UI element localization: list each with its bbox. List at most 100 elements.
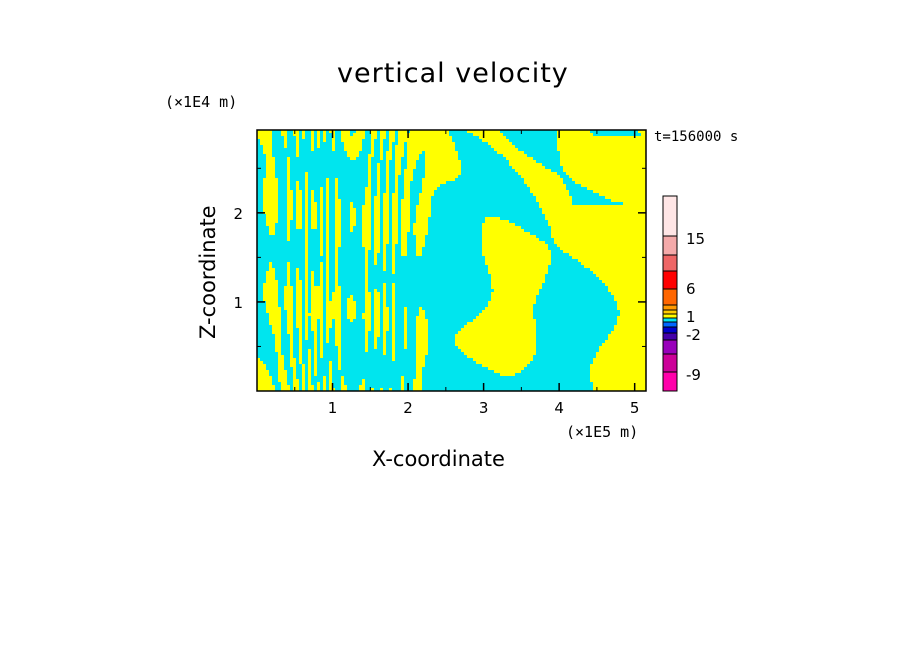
field-cell [317,214,320,217]
field-cell [332,382,341,385]
field-cell [329,340,335,343]
field-cell [293,199,296,202]
field-cell [341,325,365,328]
field-cell [302,286,305,289]
field-cell [290,271,296,274]
field-cell [572,196,605,199]
field-cell [323,352,338,355]
field-cell [371,322,374,325]
field-cell [533,307,617,310]
field-cell [377,337,383,340]
field-cell [299,154,347,157]
field-cell [386,295,392,298]
field-cell [275,271,287,274]
field-cell [461,172,518,175]
field-cell [536,340,605,343]
x-tick-label: 1 [328,399,338,417]
field-cell [329,271,335,274]
field-cell [257,184,263,187]
field-cell [323,223,326,226]
field-cell [359,151,371,154]
field-cell [398,232,401,235]
field-cell [257,256,305,259]
field-cell [371,199,374,202]
field-cell [398,211,401,214]
field-cell [323,304,326,307]
field-cell [563,181,575,184]
colorbar-level [662,254,678,272]
field-cell [377,289,383,292]
field-cell [317,367,329,370]
field-cell [329,286,335,289]
field-cell [371,172,377,175]
field-cell [308,214,311,217]
field-cell [311,370,314,373]
field-cell [410,202,419,205]
field-cell [389,310,392,313]
field-cell [341,211,350,214]
field-cell [272,262,287,265]
field-cell [257,307,266,310]
field-cell [317,334,320,337]
field-cell [356,211,362,214]
field-cell [257,265,269,268]
field-cell [398,175,404,178]
field-cell [335,145,344,148]
field-cell [299,130,302,133]
field-cell [404,142,407,145]
field-cell [533,316,617,319]
field-cell [278,298,284,301]
colorbar-level [662,317,678,323]
field-cell [545,274,596,277]
field-cell [425,313,479,316]
field-cell [257,283,263,286]
field-cell [323,292,326,295]
field-cell [329,334,335,337]
field-cell [398,241,401,244]
field-cell [332,367,338,370]
field-cell [404,379,413,382]
field-cell [314,139,317,142]
field-cell [395,304,488,307]
field-cell [257,250,305,253]
field-cell [308,259,326,262]
field-cell [278,211,287,214]
field-cell [338,178,368,181]
y-tick-label: 1 [233,294,243,312]
field-cell [323,190,326,193]
field-cell [284,355,290,358]
field-cell [371,235,374,238]
field-cell [341,199,365,202]
field-cell [422,385,593,388]
field-cell [329,217,335,220]
field-cell [308,196,311,199]
field-cell [422,379,590,382]
field-cell [329,277,335,280]
field-cell [395,337,404,340]
field-cell [314,274,320,277]
field-cell [293,286,296,289]
field-cell [407,247,416,250]
field-cell [392,157,395,160]
field-cell [311,382,317,385]
x-axis-multiplier: (×1E5 m) [566,423,639,441]
field-cell [368,343,374,346]
field-cell [275,163,287,166]
field-cell [548,271,593,274]
field-cell [329,232,335,235]
field-cell [317,325,320,328]
field-cell [293,313,296,316]
field-cell [329,190,335,193]
field-cell [308,283,311,286]
field-cell [308,235,320,238]
field-cell [389,160,395,163]
field-cell [323,343,335,346]
field-cell [449,130,467,133]
field-cell [341,367,416,370]
field-cell [536,343,602,346]
field-cell [386,136,389,139]
field-cell [593,133,641,136]
field-cell [389,313,392,316]
field-cell [401,172,404,175]
field-cell [380,304,383,307]
